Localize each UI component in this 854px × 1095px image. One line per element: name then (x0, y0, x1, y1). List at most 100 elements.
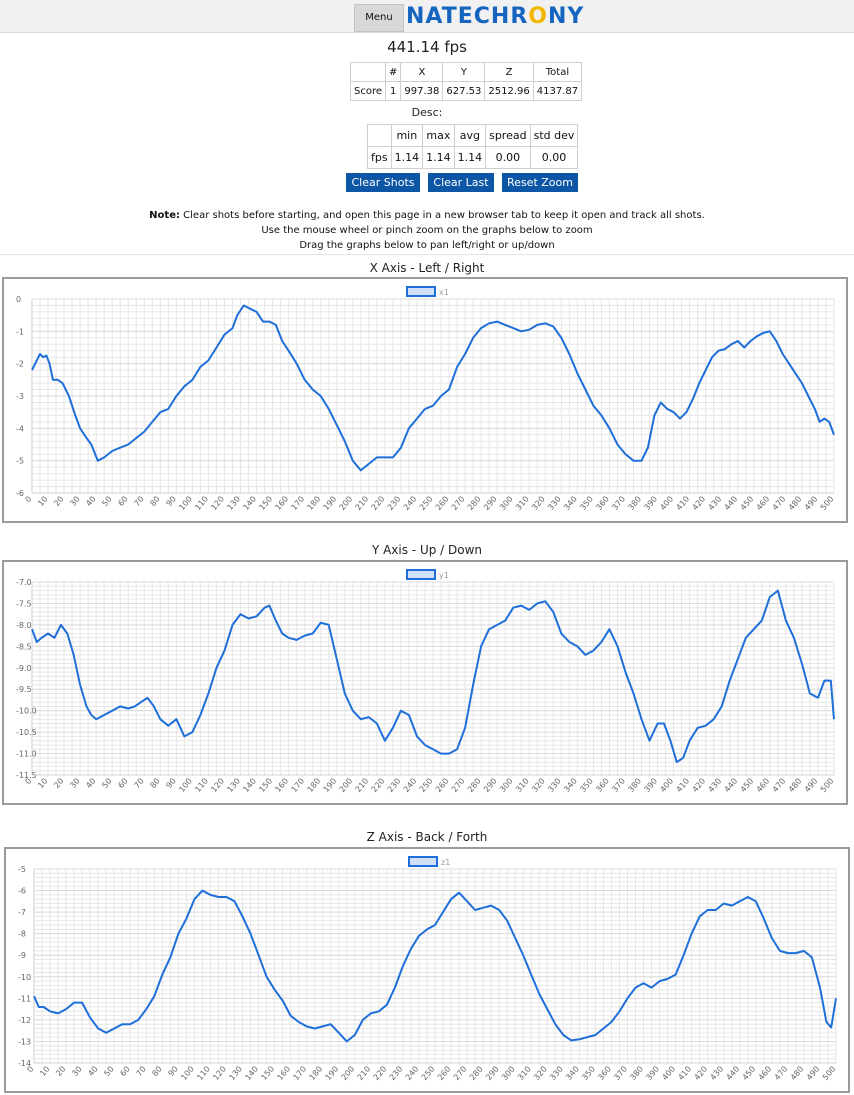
y-tick-label: -1 (16, 327, 24, 336)
x-tick-label: 430 (707, 495, 724, 512)
x-tick-label: 260 (434, 495, 451, 512)
x-tick-label: 70 (134, 1065, 147, 1079)
x-tick-label: 280 (468, 1065, 485, 1082)
x-tick-label: 90 (166, 1065, 179, 1079)
x-tick-label: 290 (484, 1065, 501, 1082)
desc-label: Desc: (411, 106, 443, 119)
menu-button[interactable]: Menu (354, 4, 404, 32)
x-tick-label: 110 (193, 777, 210, 794)
x-tick-label: 470 (773, 1065, 790, 1082)
clear-shots-button[interactable]: Clear Shots (346, 173, 420, 192)
fps-readout: 441.14 fps (387, 38, 467, 56)
logo-text-2: O (528, 4, 548, 29)
x-tick-label: 400 (658, 777, 675, 794)
x-tick-label: 380 (626, 777, 643, 794)
x-tick-label: 160 (273, 495, 290, 512)
x-tick-label: 160 (275, 1065, 292, 1082)
x-tick-label: 450 (739, 777, 756, 794)
x-tick-label: 290 (482, 777, 499, 794)
x-tick-label: 320 (530, 495, 547, 512)
clear-last-button[interactable]: Clear Last (428, 173, 494, 192)
legend-label: z1 (441, 858, 450, 867)
x-tick-label: 260 (434, 777, 451, 794)
y-tick-label: -9 (18, 951, 26, 960)
x-tick-label: 350 (580, 1065, 597, 1082)
y-tick-label: -5 (18, 865, 26, 874)
legend[interactable]: x1 (406, 286, 449, 297)
x-tick-label: 300 (498, 495, 515, 512)
x-tick-label: 100 (179, 1065, 196, 1082)
instructions: Note: Clear shots before starting, and o… (0, 208, 854, 253)
x-tick-label: 390 (642, 777, 659, 794)
x-tick-label: 310 (514, 777, 531, 794)
x-tick-label: 120 (209, 495, 226, 512)
x-axis-chart[interactable]: x1 0 10 20 30 40 50 60 70 80 90 100 110 120 130 140 150 1… (2, 277, 848, 523)
x-tick-label: 230 (388, 1065, 405, 1082)
x-tick-label: 140 (241, 777, 258, 794)
x-tick-label: 400 (660, 1065, 677, 1082)
legend-swatch (406, 286, 436, 297)
x-tick-label: 10 (36, 777, 49, 791)
y-tick-label: -9.0 (16, 664, 32, 673)
x-tick-label: 320 (532, 1065, 549, 1082)
x-tick-label: 350 (578, 777, 595, 794)
score-table-row: Score 1 997.38 627.53 2512.96 4137.87 (349, 81, 583, 101)
x-tick-label: 340 (562, 495, 579, 512)
x-tick-label: 90 (164, 777, 177, 791)
x-tick-label: 100 (177, 495, 194, 512)
note-line-1: Note: Clear shots before starting, and o… (0, 208, 854, 223)
x-tick-label: 490 (803, 495, 820, 512)
reset-zoom-button[interactable]: Reset Zoom (502, 173, 578, 192)
x-tick-label: 370 (610, 495, 627, 512)
x-tick-label: 10 (36, 495, 49, 509)
score-table-header: # X Y Z Total (349, 62, 583, 82)
x-tick-label: 130 (225, 777, 242, 794)
x-tick-label: 300 (498, 777, 515, 794)
x-tick-label: 460 (757, 1065, 774, 1082)
x-tick-label: 190 (322, 777, 339, 794)
x-tick-label: 50 (100, 777, 113, 791)
x-tick-label: 220 (370, 777, 387, 794)
desc-cell: 1.14 (390, 146, 424, 169)
x-tick-label: 180 (308, 1065, 325, 1082)
x-tick-label: 70 (132, 777, 145, 791)
x-tick-label: 240 (402, 777, 419, 794)
chart-svg[interactable]: x10 10 20 30 40 50 60 70 80 90 100 110 120 130 140 150 1… (4, 279, 846, 521)
legend[interactable]: y1 (406, 569, 449, 580)
desc-cell: 1.14 (422, 146, 455, 169)
x-tick-label: 440 (725, 1065, 742, 1082)
x-tick-label: 150 (259, 1065, 276, 1082)
chart-svg[interactable]: y10 10 20 30 40 50 60 70 80 90 100 110 120 130 140 150 1… (4, 562, 846, 803)
series-line-x1 (31, 304, 835, 472)
chart-svg[interactable]: z10 10 20 30 40 50 60 70 80 90 100 110 120 130 140 150 1… (6, 849, 848, 1091)
desc-header-cell (367, 124, 392, 147)
y-tick-label: -8 (18, 930, 26, 939)
z-axis-chart[interactable]: z1 0 10 20 30 40 50 60 70 80 90 100 110 120 130 140 150 1… (4, 847, 850, 1093)
x-tick-label: 20 (52, 495, 65, 509)
y-tick-label: -5 (16, 457, 24, 466)
desc-table-row: fps 1.14 1.14 1.14 0.00 0.00 (367, 146, 579, 169)
x-tick-label: 30 (68, 495, 81, 509)
note-line-3: Drag the graphs below to pan left/right … (299, 240, 555, 251)
y-tick-label: -9.5 (16, 685, 32, 694)
x-tick-label: 460 (755, 495, 772, 512)
x-tick-label: 470 (771, 495, 788, 512)
y-tick-label: -7.5 (16, 599, 32, 608)
legend[interactable]: z1 (408, 856, 450, 867)
y-tick-label: -6 (16, 489, 24, 498)
x-tick-label: 330 (546, 777, 563, 794)
x-tick-label: 160 (273, 777, 290, 794)
x-tick-label: 180 (306, 777, 323, 794)
x-tick-label: 250 (418, 495, 435, 512)
y-axis-chart[interactable]: y1 0 10 20 30 40 50 60 70 80 90 100 110 120 130 140 150 1… (2, 560, 848, 805)
x-tick-label: 450 (741, 1065, 758, 1082)
x-tick-label: 440 (723, 777, 740, 794)
x-tick-label: 480 (787, 495, 804, 512)
desc-header-cell: avg (453, 124, 487, 147)
logo[interactable]: NATECHRONY (406, 3, 584, 31)
x-tick-label: 410 (674, 495, 691, 512)
x-tick-label: 460 (755, 777, 772, 794)
x-tick-label: 370 (612, 1065, 629, 1082)
x-tick-label: 360 (594, 495, 611, 512)
x-tick-label: 200 (338, 777, 355, 794)
